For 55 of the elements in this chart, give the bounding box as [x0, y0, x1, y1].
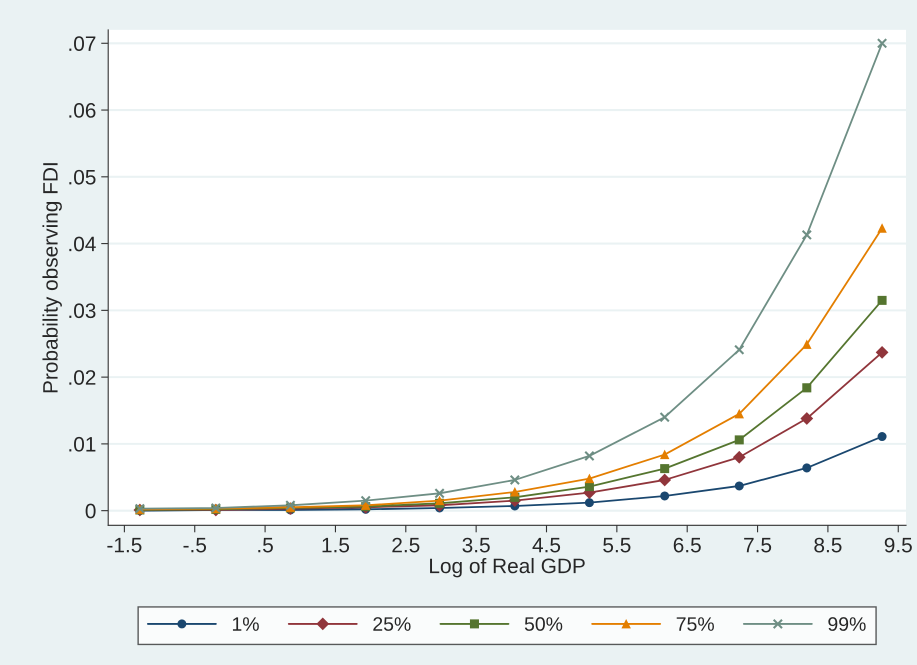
point — [733, 451, 746, 464]
point — [802, 230, 812, 240]
x-tick-label: .5 — [258, 538, 273, 552]
y-axis-title: Probability observing FDI — [42, 163, 62, 392]
y-tick-label: 0 — [86, 504, 96, 518]
x-tick-label: 5.5 — [603, 538, 630, 552]
x-tick-label: -1.5 — [107, 538, 142, 552]
x-tick-label: 9.5 — [884, 538, 912, 552]
x-tick-label: 7.5 — [744, 538, 772, 552]
legend-label: 99% — [828, 617, 866, 631]
point — [800, 412, 814, 425]
point — [434, 488, 445, 499]
point — [802, 340, 812, 349]
x-tick-label: 1.5 — [322, 538, 350, 552]
y-tick-label: .02 — [69, 370, 96, 385]
legend-label: 1% — [232, 617, 259, 631]
point — [878, 432, 887, 442]
point — [802, 383, 812, 392]
point — [660, 464, 670, 474]
point — [510, 487, 520, 496]
point — [435, 496, 444, 506]
point — [876, 38, 888, 48]
point — [734, 435, 744, 444]
point — [802, 463, 812, 472]
x-tick-label: 3.5 — [462, 538, 490, 552]
legend-label: 25% — [373, 617, 411, 631]
x-tick-label: 4.5 — [532, 538, 560, 552]
x-tick-label: 2.5 — [392, 538, 420, 552]
x-tick-label: 8.5 — [814, 538, 842, 552]
x-axis-title: Log of Real GDP — [430, 558, 585, 578]
point — [876, 346, 888, 359]
y-tick-label: .01 — [69, 436, 96, 452]
point — [660, 491, 670, 500]
y-tick-label: .03 — [69, 303, 96, 318]
point — [734, 481, 744, 490]
x-tick-label: -.5 — [184, 538, 206, 552]
point — [734, 344, 744, 355]
y-tick-label: .04 — [69, 236, 96, 252]
point — [658, 474, 671, 486]
point — [660, 450, 670, 460]
point — [878, 224, 887, 233]
y-tick-label: .07 — [69, 36, 96, 52]
point — [510, 474, 520, 486]
point — [584, 474, 594, 484]
y-tick-label: .05 — [69, 170, 96, 185]
legend-label: 50% — [524, 617, 562, 631]
y-tick-label: .06 — [69, 103, 96, 118]
x-tick-label: 6.5 — [674, 538, 701, 552]
point — [360, 495, 371, 506]
point — [659, 412, 670, 422]
point — [584, 450, 595, 462]
legend-label: 75% — [676, 617, 714, 631]
point — [584, 498, 594, 508]
point — [878, 296, 887, 305]
point — [734, 409, 744, 418]
